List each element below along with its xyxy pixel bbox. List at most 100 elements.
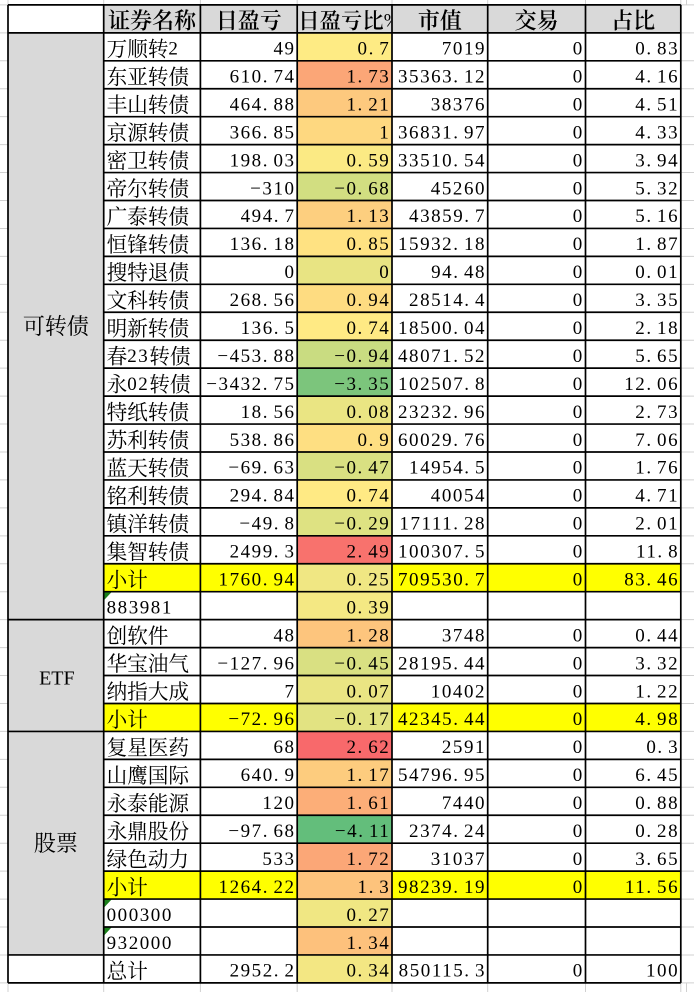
svg-text:850115.3: 850115.3 [399,961,486,982]
svg-text:0.39: 0.39 [346,597,390,618]
svg-text:1.13: 1.13 [346,206,390,227]
svg-text:0.3: 0.3 [646,737,679,758]
svg-text:0: 0 [573,570,584,591]
svg-text:0: 0 [573,39,584,60]
svg-text:0: 0 [573,542,584,563]
svg-text:0: 0 [573,374,584,395]
svg-text:0: 0 [573,234,584,255]
svg-text:136.5: 136.5 [241,318,296,339]
svg-text:0: 0 [573,122,584,143]
svg-text:0: 0 [573,877,584,898]
svg-text:42345.44: 42345.44 [398,709,486,730]
svg-text:5.16: 5.16 [635,206,679,227]
svg-text:0: 0 [379,262,390,283]
svg-text:68: 68 [273,737,295,758]
svg-text:0: 0 [573,653,584,674]
svg-text:4.98: 4.98 [635,709,679,730]
svg-text:1.87: 1.87 [635,234,679,255]
svg-text:0: 0 [573,458,584,479]
svg-text:02: 02 [127,374,149,395]
svg-text:294.84: 294.84 [230,486,296,507]
svg-text:18500.04: 18500.04 [398,318,486,339]
svg-text:35363.12: 35363.12 [398,67,486,88]
svg-text:0: 0 [573,737,584,758]
svg-text:709530.7: 709530.7 [398,570,486,591]
svg-text:268.56: 268.56 [230,290,296,311]
svg-text:1.72: 1.72 [346,849,390,870]
svg-text:4.16: 4.16 [635,67,679,88]
svg-text:−3.35: −3.35 [334,374,390,395]
svg-text:0.07: 0.07 [346,681,390,702]
svg-text:ETF: ETF [39,668,75,690]
svg-text:3.35: 3.35 [635,290,679,311]
svg-text:−0.68: −0.68 [334,178,390,199]
svg-text:28514.4: 28514.4 [409,290,486,311]
svg-text:−0.47: −0.47 [334,458,390,479]
svg-text:1.21: 1.21 [346,94,390,115]
svg-text:0.74: 0.74 [346,486,390,507]
svg-text:3.94: 3.94 [635,150,679,171]
svg-text:0: 0 [573,765,584,786]
svg-text:0: 0 [573,206,584,227]
svg-text:0: 0 [573,849,584,870]
svg-text:36831.97: 36831.97 [398,122,486,143]
svg-text:−453.88: −453.88 [217,346,295,367]
svg-text:17111.28: 17111.28 [399,514,486,535]
svg-text:−4.11: −4.11 [335,821,390,842]
svg-text:4.51: 4.51 [635,94,679,115]
svg-text:0.44: 0.44 [635,625,679,646]
svg-text:494.7: 494.7 [241,206,296,227]
svg-text:883981: 883981 [107,597,173,618]
svg-text:0.28: 0.28 [635,821,679,842]
svg-text:0: 0 [284,262,295,283]
svg-text:0.59: 0.59 [346,150,390,171]
svg-text:0: 0 [573,402,584,423]
svg-text:6.45: 6.45 [635,765,679,786]
svg-text:0.27: 0.27 [346,905,390,926]
svg-text:5.32: 5.32 [635,178,679,199]
svg-text:83.46: 83.46 [624,570,679,591]
svg-text:23: 23 [127,346,149,367]
svg-text:7019: 7019 [442,39,486,60]
svg-text:4.33: 4.33 [635,122,679,143]
svg-text:464.88: 464.88 [230,94,296,115]
svg-text:0.34: 0.34 [346,961,390,982]
svg-text:0: 0 [573,430,584,451]
svg-text:94.48: 94.48 [431,262,486,283]
svg-text:54796.95: 54796.95 [398,765,486,786]
svg-text:2499.3: 2499.3 [230,542,296,563]
svg-text:1.34: 1.34 [346,933,390,954]
svg-text:1.3: 1.3 [358,877,391,898]
svg-text:45260: 45260 [431,178,486,199]
svg-text:0.94: 0.94 [346,290,390,311]
svg-text:198.03: 198.03 [230,150,296,171]
svg-text:0: 0 [573,318,584,339]
svg-text:1.17: 1.17 [346,765,390,786]
svg-text:1.61: 1.61 [346,793,390,814]
svg-text:640.9: 640.9 [241,765,296,786]
svg-text:14954.5: 14954.5 [409,458,486,479]
svg-text:−97.68: −97.68 [228,821,295,842]
svg-text:1.28: 1.28 [346,625,390,646]
svg-text:100: 100 [646,961,679,982]
svg-text:−72.96: −72.96 [228,709,295,730]
svg-text:0.25: 0.25 [346,570,390,591]
svg-text:3.32: 3.32 [635,653,679,674]
svg-text:31037: 31037 [431,849,486,870]
svg-text:2.49: 2.49 [346,542,390,563]
svg-text:100307.5: 100307.5 [398,542,486,563]
svg-text:5.65: 5.65 [635,346,679,367]
svg-text:0.85: 0.85 [346,234,390,255]
svg-text:4.71: 4.71 [635,486,679,507]
svg-text:0: 0 [573,290,584,311]
svg-text:0.88: 0.88 [635,793,679,814]
svg-text:23232.96: 23232.96 [398,402,486,423]
svg-text:7440: 7440 [442,793,486,814]
svg-text:−0.17: −0.17 [334,709,390,730]
svg-text:7: 7 [284,681,295,702]
svg-text:0.08: 0.08 [346,402,390,423]
svg-text:120: 120 [262,793,295,814]
svg-text:18.56: 18.56 [241,402,296,423]
svg-text:11.8: 11.8 [636,542,679,563]
svg-text:−0.29: −0.29 [334,514,390,535]
